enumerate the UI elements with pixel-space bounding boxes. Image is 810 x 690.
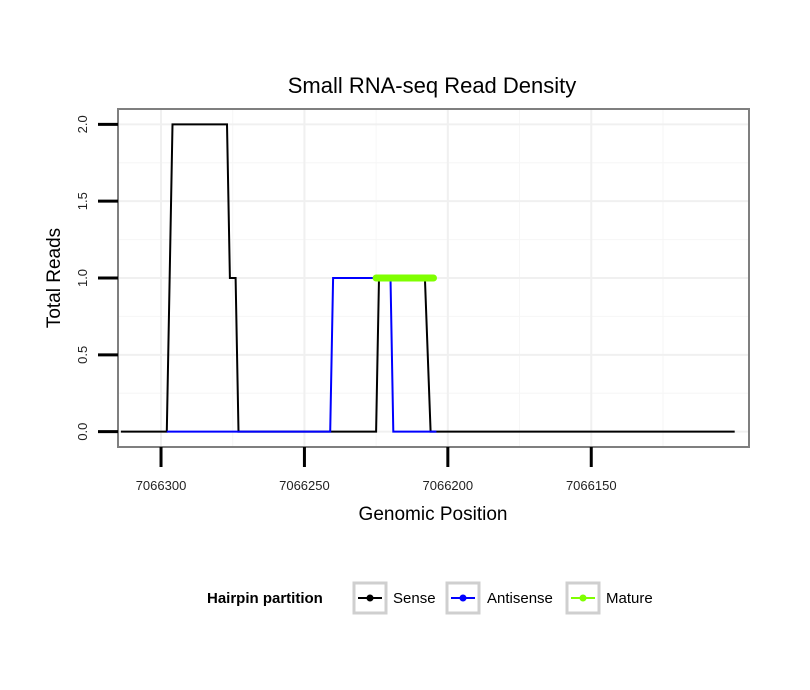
series-layer — [120, 123, 735, 433]
legend-title: Hairpin partition — [207, 590, 323, 607]
legend-label: Antisense — [487, 590, 553, 607]
x-tick-label: 7066150 — [566, 478, 617, 493]
series-line-antisense — [166, 277, 437, 433]
x-tick-label: 7066200 — [423, 478, 474, 493]
legend-label: Mature — [606, 590, 653, 607]
grid — [118, 109, 749, 447]
y-axis: 0.0 0.5 1.0 1.5 2.0 — [75, 115, 118, 441]
legend-item-antisense: Antisense — [445, 581, 553, 615]
x-tick-label: 7066250 — [279, 478, 330, 493]
y-tick-label: 2.0 — [75, 115, 90, 133]
legend-key-point — [366, 594, 374, 602]
y-tick-label: 1.0 — [75, 269, 90, 287]
legend-label: Sense — [393, 590, 436, 607]
legend-item-sense: Sense — [352, 581, 436, 615]
x-axis-label: Genomic Position — [359, 504, 508, 525]
y-tick-label: 0.0 — [75, 423, 90, 441]
series-line-sense — [120, 123, 735, 433]
legend: Hairpin partition Sense Antisense Mature — [207, 581, 653, 615]
y-tick-label: 0.5 — [75, 346, 90, 364]
chart-title: Small RNA-seq Read Density — [288, 73, 577, 98]
y-tick-label: 1.5 — [75, 192, 90, 210]
x-axis: 7066300 7066250 7066200 7066150 — [136, 447, 617, 493]
x-tick-label: 7066300 — [136, 478, 187, 493]
y-axis-label: Total Reads — [44, 228, 65, 328]
legend-key-point — [579, 594, 587, 602]
legend-item-mature: Mature — [565, 581, 653, 615]
legend-key-point — [459, 594, 467, 602]
